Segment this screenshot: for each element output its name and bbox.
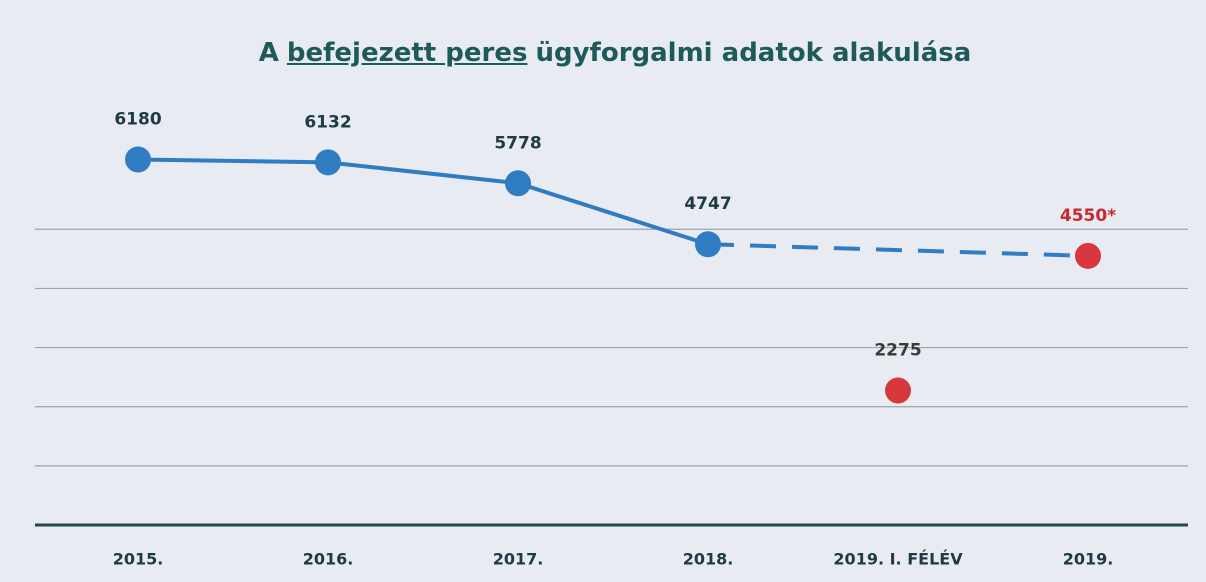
point xyxy=(885,377,911,404)
x-tick-label: 2015. xyxy=(113,550,164,569)
title-part: A xyxy=(258,38,279,68)
x-tick-label: 2018. xyxy=(683,550,734,569)
point xyxy=(1075,242,1101,269)
point xyxy=(315,149,341,176)
data-label: 5778 xyxy=(494,133,541,153)
point xyxy=(125,146,151,173)
title-underlined: befejezett peres xyxy=(286,38,528,68)
data-label: 4550* xyxy=(1060,206,1116,226)
x-tick-label: 2016. xyxy=(303,550,354,569)
title-part: ügyforgalmi adatok alakulása xyxy=(535,38,972,68)
data-label: 6132 xyxy=(304,112,351,132)
projection-line xyxy=(707,242,1089,258)
x-tick-label: 2019. xyxy=(1063,550,1114,569)
point xyxy=(505,170,531,197)
data-label: 6180 xyxy=(114,109,161,129)
line xyxy=(137,157,709,247)
x-tick-label: 2019. I. FÉLÉV xyxy=(833,550,963,569)
x-tick-label: 2017. xyxy=(493,550,544,569)
data-label: 4747 xyxy=(684,194,731,214)
data-label: 2275 xyxy=(874,340,921,360)
point xyxy=(695,231,721,258)
